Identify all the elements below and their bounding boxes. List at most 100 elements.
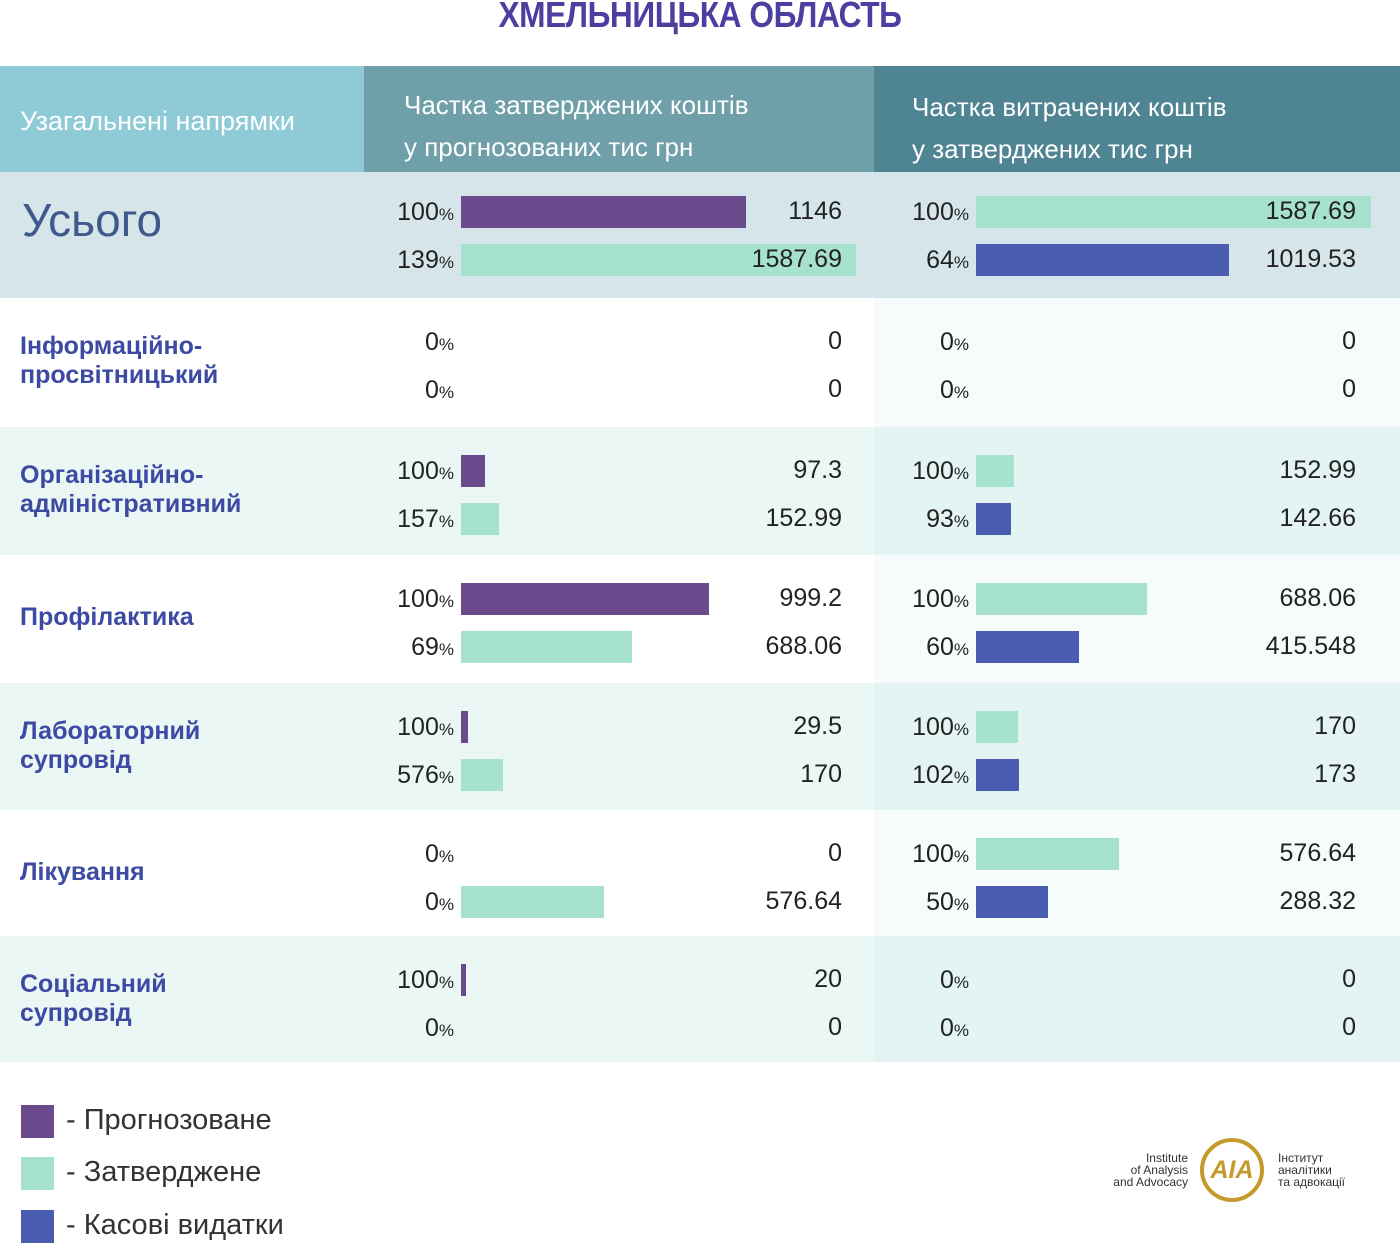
- pct-sign: %: [438, 768, 454, 787]
- legend-label: - Касові видатки: [66, 1209, 284, 1241]
- bar-forecast: [461, 711, 469, 743]
- table-row: Соціальний супровід 100% 20 0% 0 0% 0 0% 0: [0, 936, 1400, 1062]
- pct-number: 0: [424, 1014, 439, 1042]
- header-spent-share: Частка витрачених коштів у затверджених …: [874, 66, 1400, 172]
- approved-value: 170: [800, 760, 842, 788]
- legend-label: - Прогнозоване: [66, 1104, 272, 1136]
- legend-label: - Затверджене: [66, 1156, 262, 1188]
- spent-value: 576.64: [1279, 839, 1356, 867]
- bar-cash: [976, 631, 1080, 663]
- spent-value: 288.32: [1279, 887, 1356, 915]
- spent-value: 0: [1342, 327, 1356, 355]
- right-column-shade: [874, 810, 1400, 936]
- table-row: Інформаційно- просвітницький 0% 0 0% 0 0% 0 0% 0: [0, 298, 1400, 427]
- approved-value: 0: [828, 327, 842, 355]
- bar-forecast: [461, 455, 486, 487]
- right-column-shade: [874, 936, 1400, 1062]
- bar-forecast: [461, 196, 746, 228]
- spent-share-pct: 0%: [889, 966, 969, 995]
- pct-number: 576: [397, 761, 439, 789]
- pct-sign: %: [438, 253, 454, 272]
- approved-share-pct: 0%: [374, 888, 454, 917]
- pct-number: 100: [912, 457, 954, 485]
- table-row: Профілактика 100% 999.2 69% 688.06 100% 688.06…: [0, 555, 1400, 683]
- approved-value: 1146: [788, 197, 842, 225]
- bar-approved: [976, 711, 1019, 743]
- pct-number: 0: [939, 328, 954, 356]
- pct-sign: %: [438, 512, 454, 531]
- spent-value: 1587.69: [1265, 197, 1356, 225]
- page-title: ХМЕЛЬНИЦЬКА ОБЛАСТЬ: [498, 0, 902, 35]
- pct-sign: %: [438, 640, 454, 659]
- pct-sign: %: [438, 847, 454, 866]
- pct-number: 100: [912, 198, 954, 226]
- logo-text-en: Institute of Analysis and Advocacy: [1113, 1151, 1188, 1189]
- pct-sign: %: [438, 464, 454, 483]
- pct-number: 64: [926, 246, 954, 274]
- approved-share-pct: 0%: [374, 328, 454, 357]
- pct-sign: %: [438, 1021, 454, 1040]
- approved-share-pct: 139%: [374, 246, 454, 275]
- approved-share-pct: 576%: [374, 761, 454, 790]
- header-directions-label: Узагальнені напрямки: [20, 106, 295, 136]
- pct-number: 139: [397, 246, 439, 274]
- bar-approved: [461, 886, 605, 918]
- table-row: Організаційно- адміністративний 100% 97.3 1…: [0, 427, 1400, 555]
- pct-number: 100: [912, 840, 954, 868]
- spent-value: 152.99: [1279, 456, 1356, 484]
- pct-number: 0: [424, 328, 439, 356]
- pct-number: 100: [397, 966, 439, 994]
- bar-cash: [976, 503, 1012, 535]
- spent-share-pct: 102%: [889, 761, 969, 790]
- pct-sign: %: [438, 383, 454, 402]
- pct-sign: %: [953, 973, 969, 992]
- pct-sign: %: [438, 895, 454, 914]
- pct-number: 100: [397, 713, 439, 741]
- pct-number: 102: [912, 761, 954, 789]
- spent-share-pct: 64%: [889, 246, 969, 275]
- pct-sign: %: [953, 335, 969, 354]
- approved-value: 29.5: [793, 712, 842, 740]
- header-directions: Узагальнені напрямки: [0, 66, 364, 172]
- pct-sign: %: [953, 847, 969, 866]
- spent-value: 688.06: [1279, 584, 1356, 612]
- pct-number: 0: [939, 376, 954, 404]
- pct-sign: %: [438, 205, 454, 224]
- pct-sign: %: [438, 720, 454, 739]
- pct-number: 93: [926, 505, 954, 533]
- pct-sign: %: [438, 335, 454, 354]
- pct-sign: %: [953, 768, 969, 787]
- header-approved-line1: Частка затверджених коштів: [404, 90, 749, 120]
- pct-number: 157: [397, 505, 439, 533]
- logo-text-ua: Інститут аналітики та адвокації: [1278, 1151, 1346, 1189]
- approved-share-pct: 69%: [374, 633, 454, 662]
- spent-value: 173: [1314, 760, 1356, 788]
- pct-number: 60: [926, 633, 954, 661]
- pct-number: 50: [926, 888, 954, 916]
- category-label: Організаційно- адміністративний: [20, 461, 242, 518]
- pct-number: 100: [397, 198, 439, 226]
- approved-value: 688.06: [765, 632, 842, 660]
- approved-value: 0: [828, 1013, 842, 1041]
- right-column-shade: [874, 555, 1400, 683]
- header-approved-line2: у прогнозованих тис грн: [404, 132, 694, 162]
- pct-number: 100: [397, 457, 439, 485]
- spent-share-pct: 60%: [889, 633, 969, 662]
- bar-cash: [976, 759, 1019, 791]
- bar-approved: [976, 196, 1371, 228]
- pct-number: 100: [912, 585, 954, 613]
- spent-share-pct: 100%: [889, 198, 969, 227]
- approved-share-pct: 0%: [374, 376, 454, 405]
- spent-share-pct: 100%: [889, 840, 969, 869]
- spent-value: 170: [1314, 712, 1356, 740]
- bar-approved: [976, 455, 1015, 487]
- header-approved-share: Частка затверджених коштів у прогнозован…: [364, 66, 874, 172]
- approved-value: 999.2: [779, 584, 842, 612]
- bar-approved: [976, 838, 1120, 870]
- pct-sign: %: [953, 464, 969, 483]
- bar-approved: [461, 244, 856, 276]
- pct-sign: %: [438, 973, 454, 992]
- pct-sign: %: [953, 205, 969, 224]
- category-label: Інформаційно- просвітницький: [20, 332, 219, 389]
- right-column-shade: [874, 683, 1400, 810]
